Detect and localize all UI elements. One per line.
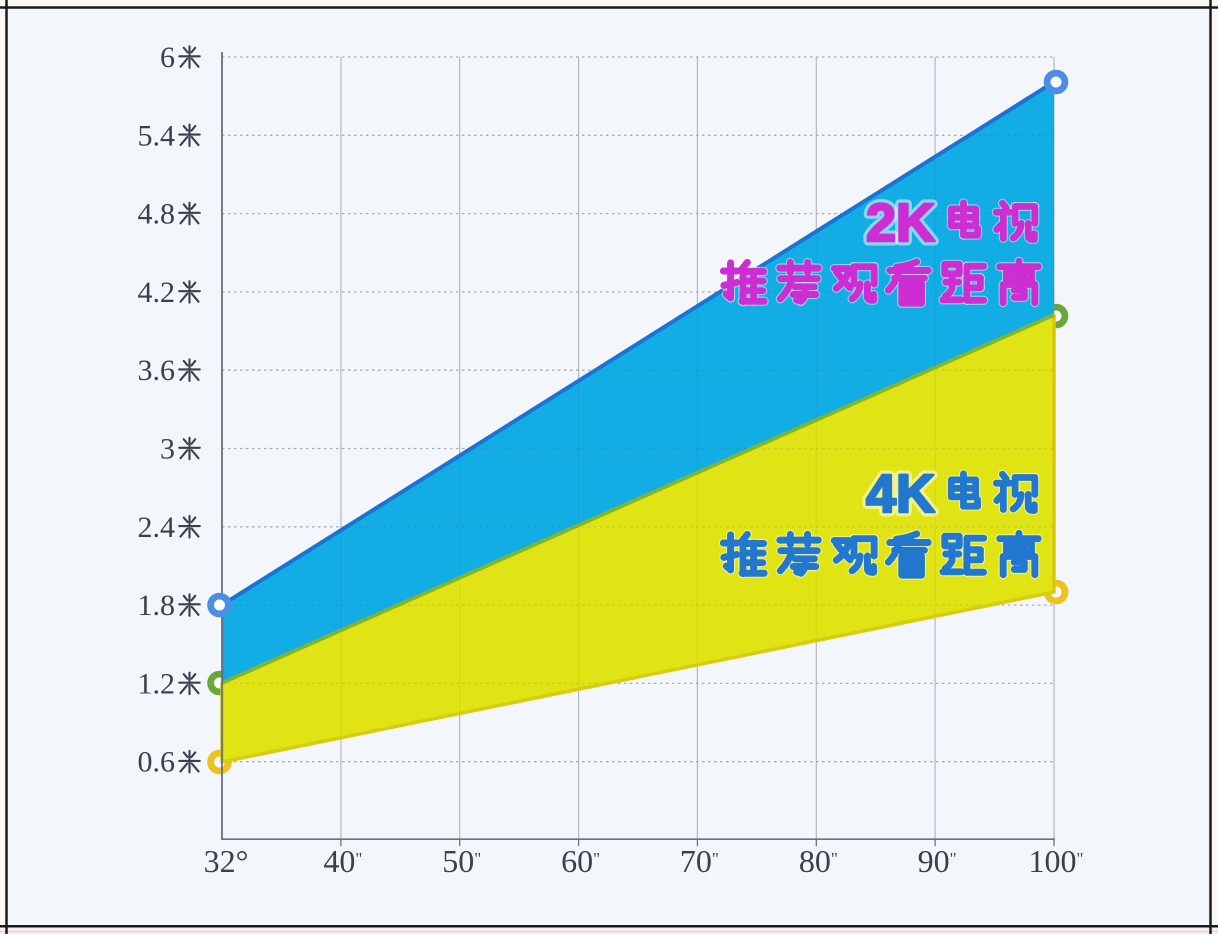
svg-text:2.4: 2.4 bbox=[138, 511, 176, 544]
svg-text:1.2: 1.2 bbox=[138, 667, 176, 700]
svg-text:3: 3 bbox=[160, 433, 175, 466]
svg-text:2K: 2K bbox=[866, 193, 935, 253]
svg-text:0.6: 0.6 bbox=[138, 746, 176, 779]
svg-text:2K: 2K bbox=[866, 193, 935, 253]
svg-text:3.6: 3.6 bbox=[138, 354, 176, 387]
svg-text:4K: 4K bbox=[866, 464, 935, 524]
svg-text:5.4: 5.4 bbox=[138, 119, 176, 152]
svg-text:4.2: 4.2 bbox=[138, 276, 176, 309]
svg-text:32°: 32° bbox=[204, 843, 249, 879]
svg-text:6: 6 bbox=[160, 41, 175, 74]
svg-text:100": 100" bbox=[1029, 843, 1084, 879]
svg-text:1.8: 1.8 bbox=[138, 589, 176, 622]
svg-text:4.8: 4.8 bbox=[138, 198, 176, 231]
svg-text:4K: 4K bbox=[866, 464, 935, 524]
